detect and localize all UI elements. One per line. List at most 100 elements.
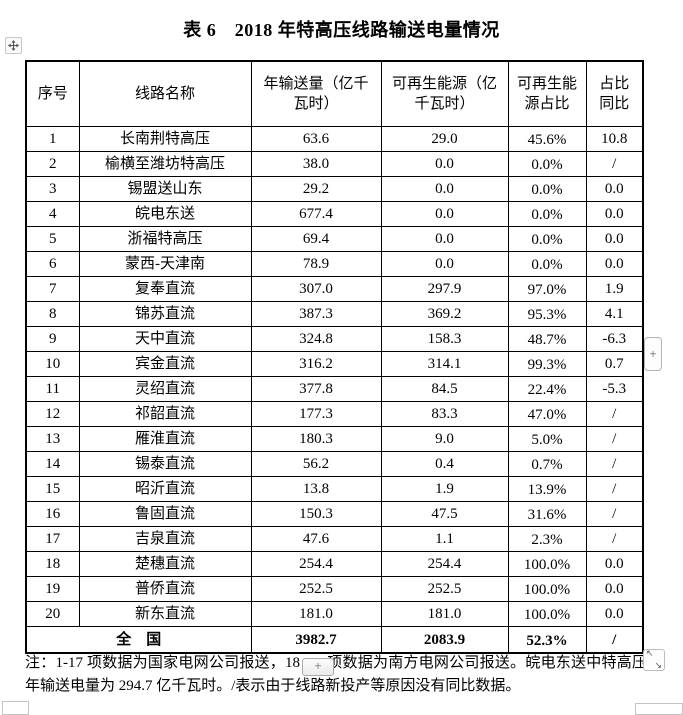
table-cell: 13 — [25, 426, 80, 452]
resize-arrow-nw-icon: ↖ — [646, 649, 654, 659]
table-cell: 16 — [25, 501, 80, 527]
table-cell: 314.1 — [380, 351, 509, 377]
table-cell: 29.2 — [250, 176, 382, 202]
table-cell: 昭沂直流 — [78, 476, 252, 502]
table-row: 15 昭沂直流 13.8 1.9 13.9% / — [25, 476, 644, 502]
table-cell: 0.0 — [585, 201, 644, 227]
table-cell: 2.3% — [507, 526, 587, 552]
table-cell: 177.3 — [250, 401, 382, 427]
column-header: 年输送量（亿千瓦时） — [250, 60, 382, 127]
table-cell: / — [585, 401, 644, 427]
table-cell: 52.3% — [507, 626, 587, 654]
table-cell: 0.0% — [507, 226, 587, 252]
table-cell: 97.0% — [507, 276, 587, 302]
table-body: 1 长南荆特高压 63.6 29.0 45.6% 10.8 2 榆横至潍坊特高压 38.0 0.0… — [25, 126, 644, 654]
table-cell: 100.0% — [507, 576, 587, 602]
table-cell: 9.0 — [380, 426, 509, 452]
table-cell: 2083.9 — [380, 626, 509, 654]
side-plus-button[interactable]: + — [644, 337, 662, 371]
table-cell: 宾金直流 — [78, 351, 252, 377]
table-cell: 83.3 — [380, 401, 509, 427]
table-cell: 56.2 — [250, 451, 382, 477]
table-cell: 12 — [25, 401, 80, 427]
table-cell: 377.8 — [250, 376, 382, 402]
insert-row-plus-button[interactable]: + — [302, 658, 335, 676]
footnote-prefix: 注：1-17 项数据为国家电网公司报送，18 — [25, 655, 301, 671]
table-cell: 387.3 — [250, 301, 382, 327]
table-row: 11 灵绍直流 377.8 84.5 22.4% -5.3 — [25, 376, 644, 402]
table-cell: 84.5 — [380, 376, 509, 402]
table-cell: 长南荆特高压 — [78, 126, 252, 152]
table-cell: 祁韶直流 — [78, 401, 252, 427]
table-cell: / — [585, 451, 644, 477]
table-cell: 2 — [25, 151, 80, 177]
table-cell: 0.0% — [507, 176, 587, 202]
table-cell: 10 — [25, 351, 80, 377]
table-cell: 13.8 — [250, 476, 382, 502]
table-cell: 1.9 — [585, 276, 644, 302]
column-header: 序号 — [25, 60, 80, 127]
table-cell: 新东直流 — [78, 601, 252, 627]
table-cell: 29.0 — [380, 126, 509, 152]
table-cell: 99.3% — [507, 351, 587, 377]
table-cell: 1.9 — [380, 476, 509, 502]
clipped-box-left — [2, 701, 29, 715]
column-header: 可再生能源占比 — [507, 60, 587, 127]
table-cell: 0.0 — [585, 251, 644, 277]
table-cell: 252.5 — [380, 576, 509, 602]
table-cell: 复奉直流 — [78, 276, 252, 302]
table-cell: 0.7 — [585, 351, 644, 377]
footnote-suffix: 项数据为南方电网公司报送。皖电东送中特高压年输送电量为 294.7 亿千瓦时。/… — [25, 655, 647, 694]
table-cell: 78.9 — [250, 251, 382, 277]
clipped-box-right — [635, 703, 683, 715]
table-cell: 榆横至潍坊特高压 — [78, 151, 252, 177]
table-row: 1 长南荆特高压 63.6 29.0 45.6% 10.8 — [25, 126, 644, 152]
table-row: 17 吉泉直流 47.6 1.1 2.3% / — [25, 526, 644, 552]
table-cell: 150.3 — [250, 501, 382, 527]
table-move-handle[interactable] — [5, 37, 22, 54]
table-cell: 0.0 — [585, 551, 644, 577]
table-cell: 45.6% — [507, 126, 587, 152]
table-cell: 19 — [25, 576, 80, 602]
table-cell: 324.8 — [250, 326, 382, 352]
table-row: 9 天中直流 324.8 158.3 48.7% -6.3 — [25, 326, 644, 352]
table-cell: 锡盟送山东 — [78, 176, 252, 202]
table-cell: 17 — [25, 526, 80, 552]
table-cell: 锡泰直流 — [78, 451, 252, 477]
table-cell: 灵绍直流 — [78, 376, 252, 402]
table-cell: 69.4 — [250, 226, 382, 252]
table-resize-handle[interactable]: ↖ ↘ — [643, 649, 665, 671]
table-cell: 15 — [25, 476, 80, 502]
table-row: 3 锡盟送山东 29.2 0.0 0.0% 0.0 — [25, 176, 644, 202]
table-cell: 楚穗直流 — [78, 551, 252, 577]
uhv-table: 序号 线路名称 年输送量（亿千瓦时） 可再生能源（亿千瓦时） 可再生能源占比 占比同比 1… — [25, 60, 644, 654]
table-cell: / — [585, 626, 644, 654]
table-row: 18 楚穗直流 254.4 254.4 100.0% 0.0 — [25, 551, 644, 577]
table-cell: 100.0% — [507, 601, 587, 627]
table-row: 4 皖电东送 677.4 0.0 0.0% 0.0 — [25, 201, 644, 227]
table-cell: 4.1 — [585, 301, 644, 327]
table-cell: 1 — [25, 126, 80, 152]
table-cell: 普侨直流 — [78, 576, 252, 602]
table-cell: 38.0 — [250, 151, 382, 177]
table-cell: 3 — [25, 176, 80, 202]
table-cell: 5 — [25, 226, 80, 252]
table-cell: 锦苏直流 — [78, 301, 252, 327]
table-cell: 677.4 — [250, 201, 382, 227]
table-row: 13 雁淮直流 180.3 9.0 5.0% / — [25, 426, 644, 452]
table-cell: 天中直流 — [78, 326, 252, 352]
table-cell: 22.4% — [507, 376, 587, 402]
table-cell: 47.6 — [250, 526, 382, 552]
table-cell: 31.6% — [507, 501, 587, 527]
table-cell: 0.0 — [585, 601, 644, 627]
table-row: 19 普侨直流 252.5 252.5 100.0% 0.0 — [25, 576, 644, 602]
table-cell: 307.0 — [250, 276, 382, 302]
table-cell: 158.3 — [380, 326, 509, 352]
table-row: 5 浙福特高压 69.4 0.0 0.0% 0.0 — [25, 226, 644, 252]
table-cell: 5.0% — [507, 426, 587, 452]
table-cell: 3982.7 — [250, 626, 382, 654]
table-cell: 369.2 — [380, 301, 509, 327]
table-cell: 180.3 — [250, 426, 382, 452]
table-cell: / — [585, 501, 644, 527]
table-row: 6 蒙西-天津南 78.9 0.0 0.0% 0.0 — [25, 251, 644, 277]
